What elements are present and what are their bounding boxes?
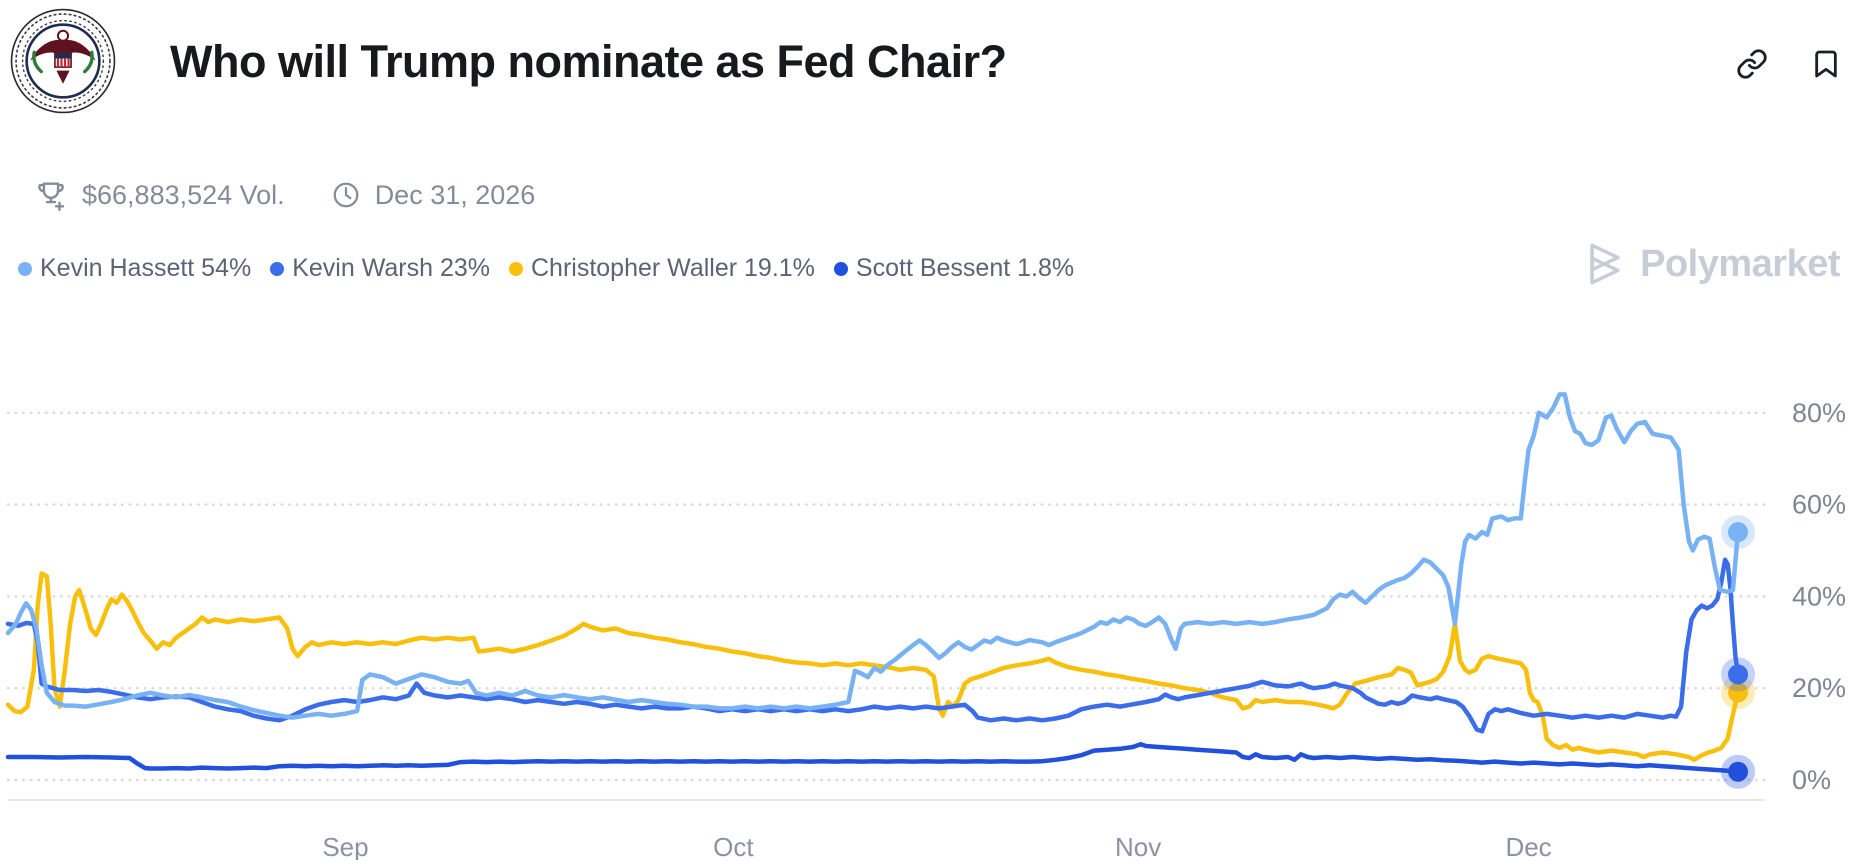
legend-item-kevin-hassett: Kevin Hassett 54%	[18, 254, 251, 283]
clock-icon	[333, 182, 359, 208]
end-date: Dec 31, 2026	[374, 179, 536, 210]
waller-dot-icon	[509, 261, 523, 276]
warsh-dot-icon	[270, 261, 285, 276]
bookmark-icon[interactable]	[1810, 48, 1842, 80]
endpoint-dot	[1728, 522, 1749, 543]
market-stats: $66,883,524 Vol. Dec 31, 2026	[34, 178, 535, 212]
x-axis-label: Nov	[1115, 832, 1161, 860]
legend-label: Kevin Hassett 54%	[40, 254, 252, 282]
x-axis-label: Sep	[322, 832, 368, 860]
x-axis-label: Oct	[713, 832, 754, 860]
endpoint-dot	[1728, 664, 1749, 685]
series-line-christopher-waller	[5, 571, 1741, 763]
copy-link-icon[interactable]	[1736, 48, 1768, 80]
legend-item-kevin-warsh: Kevin Warsh 23%	[270, 254, 490, 283]
endpoint-dot	[1728, 761, 1749, 782]
x-axis-label: Dec	[1505, 832, 1551, 860]
chart-legend: Kevin Hassett 54% Kevin Warsh 23% Christ…	[18, 254, 1074, 283]
legend-item-scott-bessent: Scott Bessent 1.8%	[833, 254, 1075, 283]
series-line-scott-bessent	[5, 741, 1741, 774]
watermark-brand: Polymarket	[1640, 242, 1840, 285]
y-axis-label: 0%	[1792, 765, 1831, 795]
reward-trophy-icon[interactable]	[34, 178, 68, 212]
polymarket-logo-icon	[1590, 243, 1620, 285]
series-line-kevin-warsh	[5, 557, 1741, 734]
endpoint-dot	[1728, 682, 1749, 703]
federal-reserve-seal-logo	[10, 8, 116, 114]
y-axis-label: 20%	[1792, 673, 1846, 703]
y-axis-label: 40%	[1792, 581, 1846, 611]
page-title: Who will Trump nominate as Fed Chair?	[170, 36, 1007, 87]
polymarket-watermark: Polymarket	[1582, 240, 1840, 288]
legend-item-christopher-waller: Christopher Waller 19.1%	[509, 254, 815, 283]
hassett-dot-icon	[18, 261, 32, 276]
y-axis-label: 60%	[1792, 490, 1846, 520]
series-line-kevin-hassett	[5, 392, 1741, 720]
bessent-dot-icon	[833, 261, 848, 276]
legend-label: Christopher Waller 19.1%	[531, 254, 815, 282]
legend-label: Kevin Warsh 23%	[292, 254, 490, 282]
y-axis-label: 80%	[1792, 398, 1846, 428]
legend-label: Scott Bessent 1.8%	[855, 254, 1075, 282]
volume-value: $66,883,524 Vol.	[82, 179, 285, 210]
